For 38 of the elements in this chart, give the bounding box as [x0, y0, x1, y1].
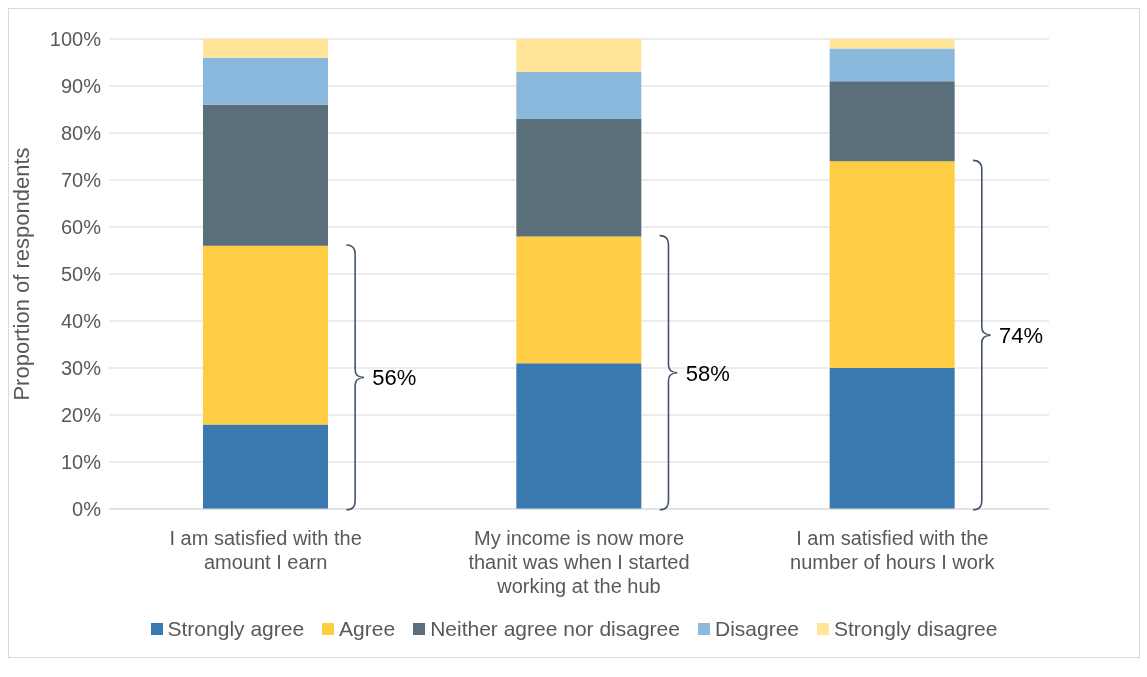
x-tick-label: I am satisfied with the amount I earn: [169, 527, 362, 573]
y-tick-label: 60%: [60, 216, 102, 239]
bar: [829, 39, 955, 49]
y-tick-label: 30%: [60, 357, 102, 380]
bar: [516, 71, 642, 119]
bar: [829, 161, 955, 368]
x-tick-label: I am satisfied with the number of hours I work: [790, 527, 996, 573]
bar: [203, 104, 328, 246]
bar: [829, 48, 955, 82]
y-tick-label: 70%: [60, 169, 102, 192]
y-axis-title: Proportion of respondents: [8, 147, 34, 401]
bar: [829, 81, 955, 162]
legend-label: Agree: [338, 617, 396, 641]
annotation: 58%: [685, 360, 730, 386]
y-tick-label: 100%: [49, 28, 102, 51]
bar: [203, 57, 328, 105]
bar: [829, 368, 955, 509]
x-tick-label: My income is now more thanit was when I started working at the hub: [468, 527, 690, 597]
legend-label: Disagree: [714, 617, 800, 641]
y-tick-label: 20%: [60, 404, 102, 427]
legend-label: Strongly agree: [166, 617, 305, 641]
y-tick-label: 40%: [60, 310, 102, 333]
bar: [516, 363, 642, 509]
legend-label: Strongly disagree: [833, 617, 998, 641]
annotation: 74%: [999, 323, 1044, 349]
y-tick-label: 0%: [72, 498, 102, 521]
bar: [516, 39, 642, 72]
y-tick-label: 90%: [60, 75, 102, 98]
bar: [516, 236, 642, 364]
annotation: 56%: [372, 365, 417, 391]
y-tick-label: 10%: [60, 451, 102, 474]
y-tick-label: 50%: [60, 263, 102, 286]
bar: [203, 39, 328, 58]
bar: [203, 245, 328, 425]
legend-label: Neither agree nor disagree: [429, 617, 680, 641]
y-tick-label: 80%: [60, 122, 102, 145]
bar: [203, 424, 328, 509]
bar: [516, 118, 642, 237]
